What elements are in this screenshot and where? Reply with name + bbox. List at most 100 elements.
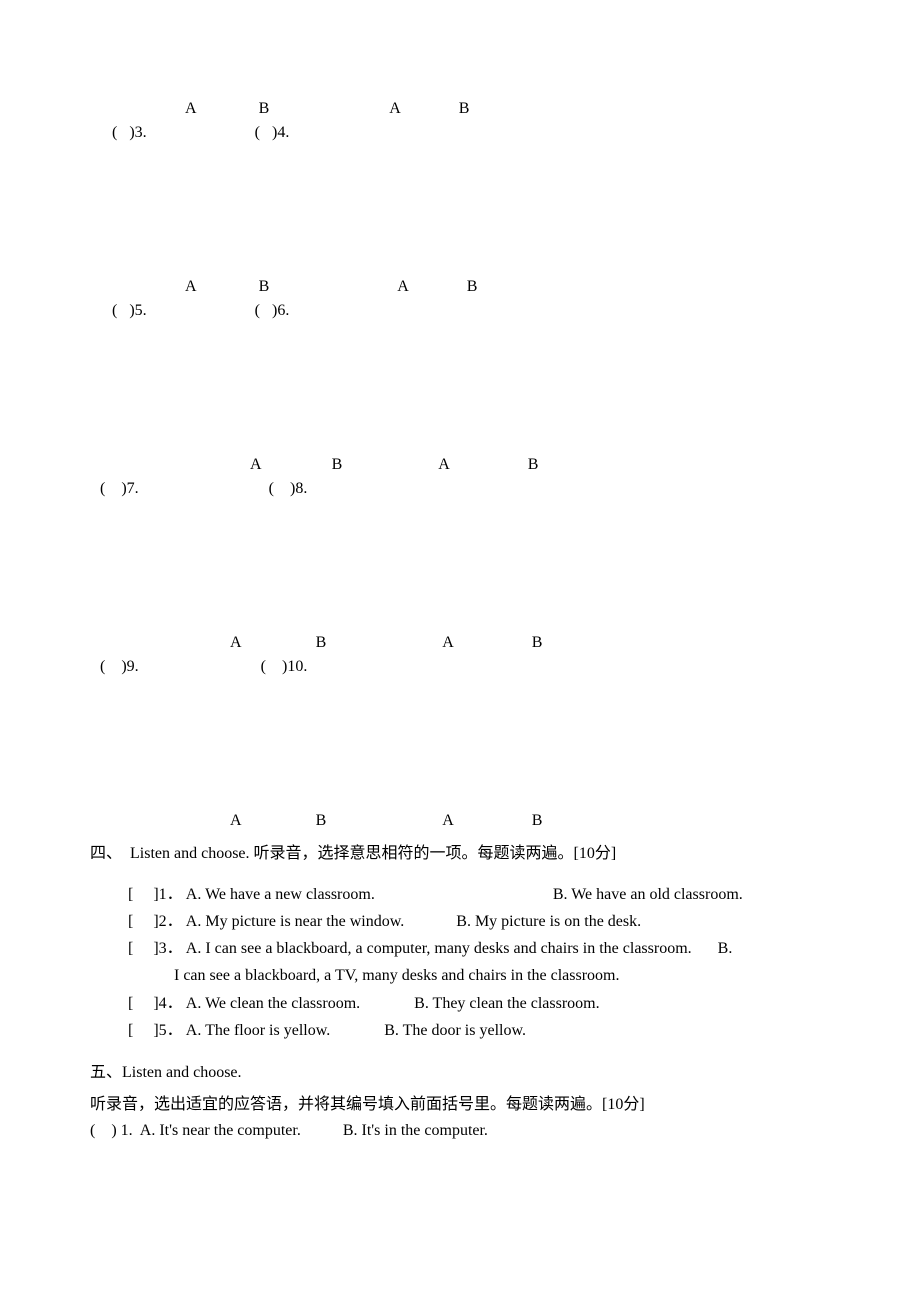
option-a-label: A: [230, 812, 242, 830]
indent: [90, 302, 112, 320]
answer-blank[interactable]: ( )8.: [269, 480, 308, 498]
pair-block-3: A B A B ( )7. ( )8.: [90, 456, 830, 634]
mid-gap: [147, 124, 255, 142]
gap: [454, 812, 532, 830]
option-b-label: B: [259, 278, 270, 296]
option-a-text: A. The floor is yellow.: [186, 1022, 330, 1039]
option-b-text: B. They clean the classroom.: [414, 995, 599, 1012]
paren-space: [266, 658, 282, 675]
paren-space: [260, 124, 272, 141]
paren-close-num: )4.: [272, 124, 289, 141]
answer-blank[interactable]: ( )6.: [255, 302, 290, 320]
section5-subheading: 听录音，选出适宜的应答语，并将其编号填入前面括号里。每题读两遍。[10分]: [90, 1090, 830, 1114]
option-a-label: A: [250, 456, 262, 474]
answer-bracket[interactable]: [ ]5．: [128, 1022, 183, 1039]
gap: [242, 812, 316, 830]
ab-row-1: A B A B: [90, 100, 830, 118]
option-a-text: A. We have a new classroom.: [186, 886, 375, 903]
answer-bracket[interactable]: [ ]4．: [128, 995, 183, 1012]
pair-block-4: A B A B ( )9. ( )10.: [90, 634, 830, 812]
gap: [401, 100, 459, 118]
option-a-text: A. We clean the classroom.: [186, 995, 360, 1012]
paren-close-num: )5.: [129, 302, 146, 319]
option-b-label: B: [532, 812, 543, 830]
answer-bracket[interactable]: [ ]1．: [128, 886, 183, 903]
paren-close-num: )10.: [282, 658, 307, 675]
gap: [262, 456, 332, 474]
indent: [90, 658, 100, 676]
answer-blank[interactable]: ( ) 1.: [90, 1122, 137, 1139]
gap: [197, 278, 259, 296]
section4-item-4: [ ]4． A. We clean the classroom. B. They…: [132, 990, 830, 1017]
option-b-label: B: [316, 812, 327, 830]
answer-blank[interactable]: ( )3.: [112, 124, 147, 142]
mid-gap: [139, 658, 261, 676]
paren-close-num: )7.: [121, 480, 138, 497]
mid-gap: [139, 480, 269, 498]
mid-gap: [342, 456, 438, 474]
option-b-label: B: [332, 456, 343, 474]
option-a-label: A: [389, 100, 401, 118]
answer-blank[interactable]: ( )9.: [100, 658, 139, 676]
answer-bracket[interactable]: [ ]3．: [128, 940, 183, 957]
indent: [90, 278, 185, 296]
answer-blank[interactable]: ( )4.: [255, 124, 290, 142]
section4-item-2: [ ]2． A. My picture is near the window. …: [132, 908, 830, 935]
paren-row-1: ( )3. ( )4.: [90, 124, 830, 142]
option-b-label: B: [528, 456, 539, 474]
gap: [197, 100, 259, 118]
section4-item-3: [ ]3． A. I can see a blackboard, a compu…: [132, 935, 830, 962]
option-a-label: A: [442, 634, 454, 652]
ab-row-5: A B A B: [90, 812, 830, 830]
answer-bracket[interactable]: [ ]2．: [128, 913, 183, 930]
paren-space: [117, 124, 129, 141]
gap: [409, 278, 467, 296]
section5-heading: 五、Listen and choose.: [90, 1058, 830, 1082]
option-b-text: B. The door is yellow.: [384, 1022, 526, 1039]
pair-block-1: A B A B ( )3. ( )4.: [90, 100, 830, 278]
section4-item-5: [ ]5． A. The floor is yellow. B. The doo…: [132, 1017, 830, 1044]
option-a-label: A: [442, 812, 454, 830]
image-placeholder-space: [90, 326, 830, 456]
paren-space: [117, 302, 129, 319]
indent: [90, 480, 100, 498]
indent: [90, 634, 230, 652]
paren-close-num: )9.: [121, 658, 138, 675]
ab-row-2: A B A B: [90, 278, 830, 296]
option-b-text: B.: [718, 940, 733, 957]
indent: [90, 456, 250, 474]
mid-gap: [326, 634, 442, 652]
image-placeholder-space: [90, 504, 830, 634]
pair-block-2: A B A B ( )5. ( )6.: [90, 278, 830, 456]
paren-space: [260, 302, 272, 319]
option-a-label: A: [185, 100, 197, 118]
section4-heading: 四、 Listen and choose. 听录音，选择意思相符的一项。每题读两…: [90, 840, 830, 869]
answer-blank[interactable]: ( )7.: [100, 480, 139, 498]
answer-blank[interactable]: ( )10.: [261, 658, 308, 676]
mid-gap: [269, 100, 389, 118]
option-b-label: B: [467, 278, 478, 296]
option-a-label: A: [438, 456, 450, 474]
mid-gap: [269, 278, 397, 296]
option-a-label: A: [397, 278, 409, 296]
indent: [90, 100, 185, 118]
option-b-text: B. We have an old classroom.: [553, 886, 743, 903]
ab-row-3: A B A B: [90, 456, 830, 474]
option-a-text: A. My picture is near the window.: [186, 913, 404, 930]
answer-blank[interactable]: ( )5.: [112, 302, 147, 320]
paren-space: [105, 480, 121, 497]
image-placeholder-space: [90, 682, 830, 812]
paren-close-num: )3.: [129, 124, 146, 141]
paren-row-4: ( )9. ( )10.: [90, 658, 830, 676]
option-a-text: A. It's near the computer.: [140, 1122, 301, 1139]
option-b-label: B: [259, 100, 270, 118]
section4-item-1: [ ]1． A. We have a new classroom. B. We …: [132, 881, 830, 908]
option-b-text: B. My picture is on the desk.: [456, 913, 641, 930]
gap: [242, 634, 316, 652]
section5-item-1: ( ) 1. A. It's near the computer. B. It'…: [90, 1122, 830, 1140]
gap: [450, 456, 528, 474]
option-a-label: A: [185, 278, 197, 296]
option-b-label: B: [532, 634, 543, 652]
option-a-label: A: [230, 634, 242, 652]
option-a-text: A. I can see a blackboard, a computer, m…: [186, 940, 692, 957]
